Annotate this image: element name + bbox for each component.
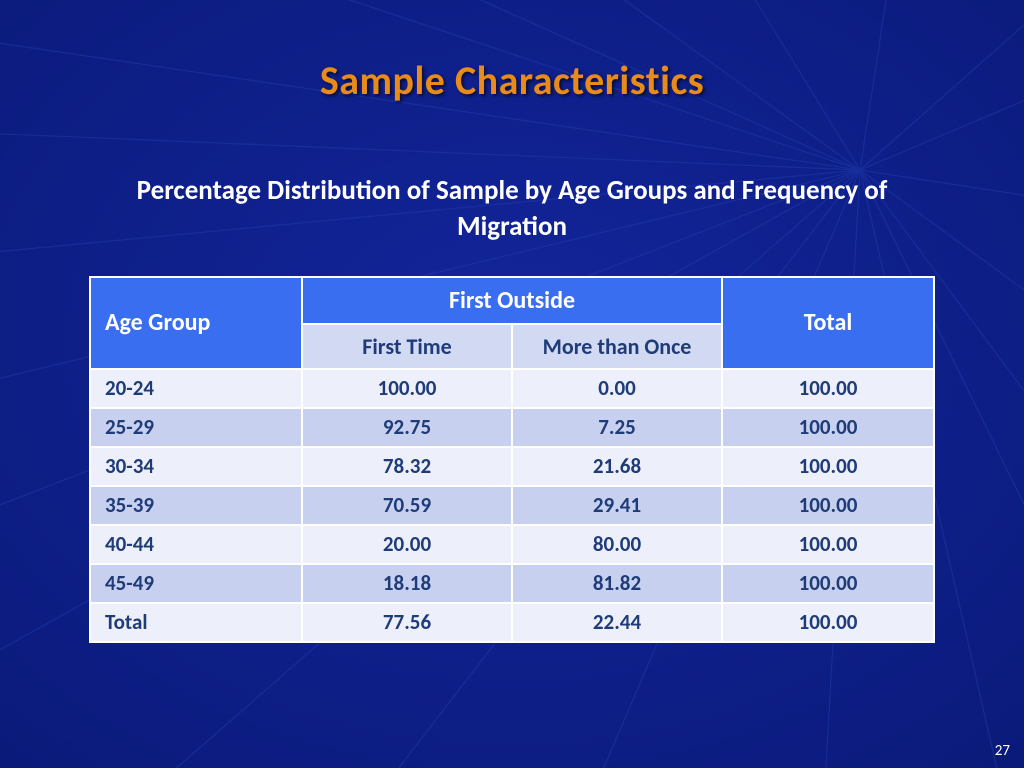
cell-more_than_once: 7.25 xyxy=(512,408,722,447)
cell-age_group: 40-44 xyxy=(90,525,302,564)
table-row: 40-4420.0080.00100.00 xyxy=(90,525,934,564)
cell-age_group: 20-24 xyxy=(90,369,302,408)
slide: Sample Characteristics Percentage Distri… xyxy=(0,0,1024,768)
cell-more_than_once: 80.00 xyxy=(512,525,722,564)
table-row: 35-3970.5929.41100.00 xyxy=(90,486,934,525)
cell-total: 100.00 xyxy=(722,408,934,447)
cell-total: 100.00 xyxy=(722,447,934,486)
cell-age_group: 25-29 xyxy=(90,408,302,447)
slide-subtitle: Percentage Distribution of Sample by Age… xyxy=(102,173,922,246)
page-number: 27 xyxy=(995,742,1010,760)
cell-more_than_once: 29.41 xyxy=(512,486,722,525)
cell-total: 100.00 xyxy=(722,525,934,564)
cell-first_time: 18.18 xyxy=(302,564,512,603)
table-row: 20-24100.000.00100.00 xyxy=(90,369,934,408)
cell-more_than_once: 81.82 xyxy=(512,564,722,603)
col-header-total: Total xyxy=(722,277,934,369)
cell-first_time: 78.32 xyxy=(302,447,512,486)
cell-total: 100.00 xyxy=(722,564,934,603)
cell-age_group: 45-49 xyxy=(90,564,302,603)
col-subheader-more-than-once: More than Once xyxy=(512,324,722,369)
col-subheader-first-time: First Time xyxy=(302,324,512,369)
cell-more_than_once: 21.68 xyxy=(512,447,722,486)
cell-total: 100.00 xyxy=(722,603,934,642)
cell-first_time: 70.59 xyxy=(302,486,512,525)
col-header-age-group: Age Group xyxy=(90,277,302,369)
col-header-first-outside: First Outside xyxy=(302,277,722,324)
cell-age_group: Total xyxy=(90,603,302,642)
cell-age_group: 35-39 xyxy=(90,486,302,525)
table-row: 25-2992.757.25100.00 xyxy=(90,408,934,447)
cell-age_group: 30-34 xyxy=(90,447,302,486)
cell-first_time: 92.75 xyxy=(302,408,512,447)
table-row: Total77.5622.44100.00 xyxy=(90,603,934,642)
cell-first_time: 77.56 xyxy=(302,603,512,642)
slide-title: Sample Characteristics xyxy=(0,56,1024,105)
cell-more_than_once: 22.44 xyxy=(512,603,722,642)
cell-first_time: 20.00 xyxy=(302,525,512,564)
cell-total: 100.00 xyxy=(722,486,934,525)
table-row: 30-3478.3221.68100.00 xyxy=(90,447,934,486)
cell-first_time: 100.00 xyxy=(302,369,512,408)
table-row: 45-4918.1881.82100.00 xyxy=(90,564,934,603)
cell-total: 100.00 xyxy=(722,369,934,408)
cell-more_than_once: 0.00 xyxy=(512,369,722,408)
distribution-table: Age Group First Outside Total First Time… xyxy=(89,276,935,643)
